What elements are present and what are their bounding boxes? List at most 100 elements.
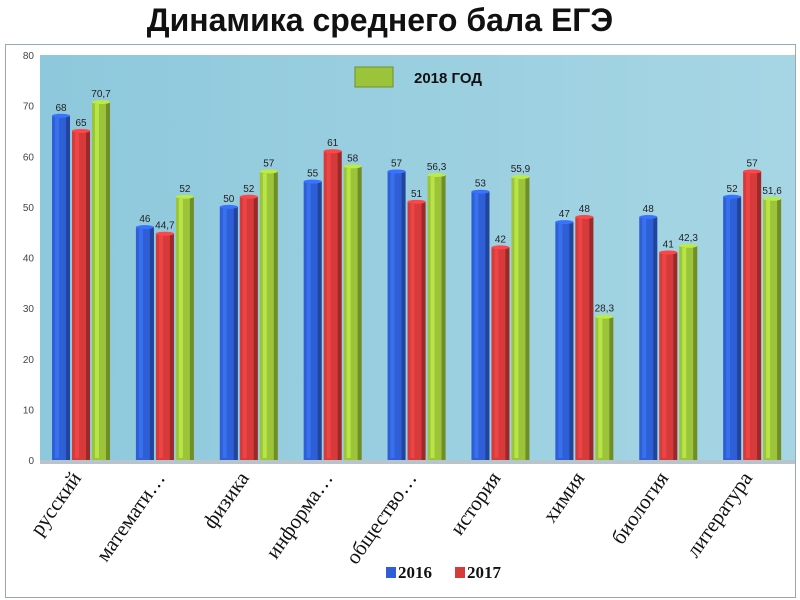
legend-bottom: 2016 2017 [386, 563, 502, 582]
bar-shadow [777, 198, 782, 460]
bar-top [723, 194, 742, 199]
legend-swatch-2018 [354, 66, 394, 88]
bar-highlight [474, 193, 479, 458]
chart-title: Динамика среднего бала ЕГЭ [146, 2, 614, 38]
legend-swatch-2017 [455, 567, 465, 578]
bar-top [763, 196, 782, 201]
data-label: 48 [579, 204, 591, 215]
bar-highlight [410, 203, 415, 458]
data-label: 50 [223, 194, 235, 205]
bar [92, 100, 110, 461]
bar-highlight [222, 208, 227, 458]
y-tick-label: 30 [23, 304, 35, 315]
bar [723, 194, 742, 460]
bar-shadow [505, 247, 510, 460]
bar-top [511, 175, 530, 180]
legend-top: 2018 ГОД [354, 66, 482, 88]
bar-shadow [253, 196, 258, 460]
bar [679, 243, 698, 460]
category-label: информа… [261, 467, 338, 563]
bar-top [555, 220, 574, 225]
y-tick-label: 20 [23, 355, 35, 366]
bar-top [387, 169, 406, 174]
data-label: 52 [179, 184, 191, 195]
data-label: 47 [559, 209, 571, 220]
bar-shadow [653, 217, 658, 460]
bar [407, 199, 426, 460]
bar-top [575, 215, 594, 219]
y-tick-label: 50 [23, 203, 35, 214]
y-tick-label: 0 [28, 456, 34, 467]
bar-highlight [682, 247, 687, 458]
data-label: 57 [391, 158, 403, 169]
data-label: 55 [307, 169, 319, 180]
data-label: 52 [727, 184, 739, 195]
data-label: 52 [243, 184, 255, 195]
category-label: история [445, 467, 506, 539]
bar [555, 220, 574, 460]
bar-highlight [346, 168, 351, 458]
bar-highlight [726, 198, 731, 458]
data-labels-group: 68 65 70,7 46 44,7 52 50 52 57 55 61 58 57 51 56,3 53 42… [55, 89, 782, 315]
bar-shadow [737, 196, 742, 460]
bar-shadow [357, 166, 362, 460]
y-tick-label: 70 [23, 102, 35, 113]
legend-label-2017: 2017 [467, 563, 502, 582]
category-label: биология [606, 467, 673, 549]
bar [471, 189, 490, 460]
data-label: 53 [475, 179, 487, 190]
bar-shadow [169, 233, 174, 460]
y-tick-label: 10 [23, 405, 35, 416]
bar-top [743, 169, 762, 174]
y-tick-label: 80 [23, 51, 35, 62]
bar-top [407, 199, 426, 204]
bar [743, 169, 762, 460]
data-label: 42,3 [678, 233, 698, 244]
bar-shadow [337, 151, 342, 460]
bar-highlight [430, 176, 435, 458]
bar-top [135, 225, 154, 230]
bar-highlight [306, 183, 311, 458]
data-label: 55,9 [511, 164, 531, 175]
bar-top [491, 245, 510, 250]
bar-shadow [525, 177, 530, 460]
bar-top [92, 100, 110, 105]
bar-highlight [242, 198, 247, 458]
data-label: 44,7 [155, 221, 175, 232]
data-label: 42 [495, 234, 507, 245]
category-labels-group: русский математи… физика информа… общество… и… [25, 467, 757, 569]
bar-shadow [693, 245, 698, 460]
data-label: 56,3 [427, 162, 447, 173]
bar-shadow [86, 130, 90, 460]
bar-shadow [66, 115, 70, 460]
bar-highlight [95, 104, 99, 459]
bar [639, 215, 658, 460]
bars-group [52, 100, 782, 461]
bar-highlight [494, 249, 499, 458]
bar [239, 194, 258, 460]
bar-top [52, 113, 70, 118]
category-label: общество… [341, 467, 422, 568]
bar-top [427, 172, 446, 177]
data-label: 68 [55, 103, 67, 114]
bar-shadow [485, 191, 490, 460]
data-label: 48 [643, 204, 655, 215]
bar [135, 225, 154, 460]
bar-shadow [757, 171, 762, 460]
bar [323, 149, 342, 460]
bar-top [343, 164, 362, 169]
bar-shadow [106, 102, 110, 461]
bar-top [259, 169, 278, 174]
bar-shadow [589, 217, 594, 460]
bar [259, 169, 278, 460]
bar [659, 250, 678, 460]
bar [491, 245, 510, 460]
bar-shadow [609, 316, 614, 460]
bar-highlight [766, 200, 771, 458]
y-tick-label: 40 [23, 254, 35, 265]
bar [387, 169, 406, 460]
bar-shadow [233, 206, 238, 460]
bar-top [471, 189, 490, 194]
bar-highlight [578, 219, 583, 458]
bar-highlight [158, 235, 163, 458]
